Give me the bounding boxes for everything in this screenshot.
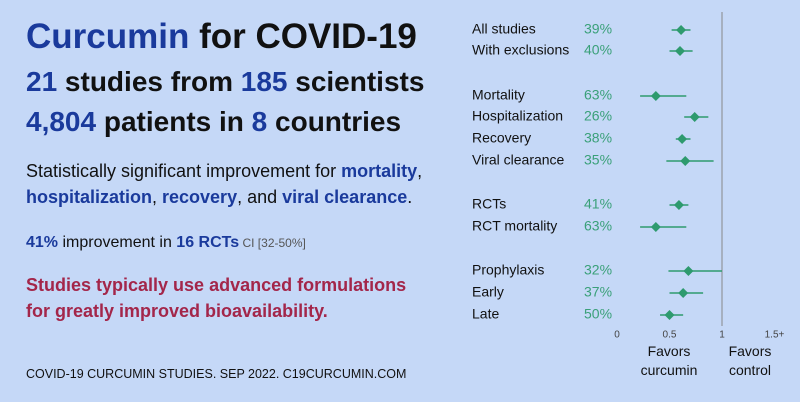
text: viral clearance [282,187,408,207]
finding: Statistically significant improvement fo… [26,158,456,210]
row-label: RCTs [472,196,506,212]
row-label: RCT mortality [472,218,557,234]
note: Studies typically use advanced formulati… [26,275,407,321]
improvement-label: 26% [584,108,612,124]
improvement-label: 37% [584,284,612,300]
point-estimate [680,156,691,166]
text: Statistically significant improvement fo… [26,161,342,181]
point-estimate [683,266,694,276]
text: hospitalization [26,187,152,207]
point-estimate [650,91,661,101]
text: , [152,187,163,207]
text: improvement in [58,234,177,251]
text: mortality [341,161,418,181]
text: studies from [57,66,241,97]
text: 41% [26,234,59,251]
row-label: Hospitalization [472,108,563,124]
improvement-label: 50% [584,306,612,322]
rct-line: 41% improvement in 16 RCTs CI [32-50%] [26,234,456,252]
x-tick-label: 1 [719,330,725,341]
improvement-label: 40% [584,42,612,58]
point-estimate [689,112,700,122]
row-label: All studies [472,21,536,37]
text: countries [267,106,402,137]
text: 8 [251,106,268,137]
improvement-label: 63% [584,218,612,234]
x-tick-label: 1.5+ [765,330,785,341]
point-estimate [664,310,675,320]
text: 21 [26,66,58,97]
title: Curcumin for COVID-19 [26,12,456,62]
text: scientists [287,66,425,97]
annotation: Favors curcumin [641,343,698,378]
footer: COVID-19 CURCUMIN STUDIES. SEP 2022. C19… [26,367,407,381]
point-estimate [650,222,661,232]
text: . [407,187,413,207]
row-label: With exclusions [472,42,569,58]
point-estimate [676,25,687,35]
row-label: Viral clearance [472,152,565,168]
improvement-label: 35% [584,152,612,168]
improvement-label: 38% [584,130,612,146]
text: patients in [96,106,252,137]
improvement-label: 41% [584,196,612,212]
title-part: for COVID-19 [189,17,417,56]
text: recovery [162,187,238,207]
point-estimate [678,288,689,298]
text: , [417,161,423,181]
summary: Curcumin for COVID-19 21 studies from 18… [26,12,456,324]
x-tick-label: 0.5 [663,330,677,341]
improvement-label: 32% [584,262,612,278]
row-label: Late [472,306,499,322]
improvement-label: 39% [584,21,612,37]
row-label: Recovery [472,130,531,146]
text: , and [237,187,283,207]
patients-line: 4,804 patients in 8 countries [26,102,456,142]
title-part: Curcumin [26,17,190,56]
x-tick-label: 0 [614,330,620,341]
annotation: Favors control [729,343,772,378]
point-estimate [675,46,685,56]
row-label: Mortality [472,87,525,103]
studies-line: 21 studies from 185 scientists [26,62,456,102]
text: 16 RCTs [176,234,240,251]
point-estimate [677,134,688,144]
text: 185 [240,66,288,97]
text: CI [32-50%] [239,236,306,250]
text: 4,804 [26,106,97,137]
row-label: Early [472,284,504,300]
row-label: Prophylaxis [472,262,544,278]
improvement-label: 63% [584,87,612,103]
point-estimate [673,200,684,210]
